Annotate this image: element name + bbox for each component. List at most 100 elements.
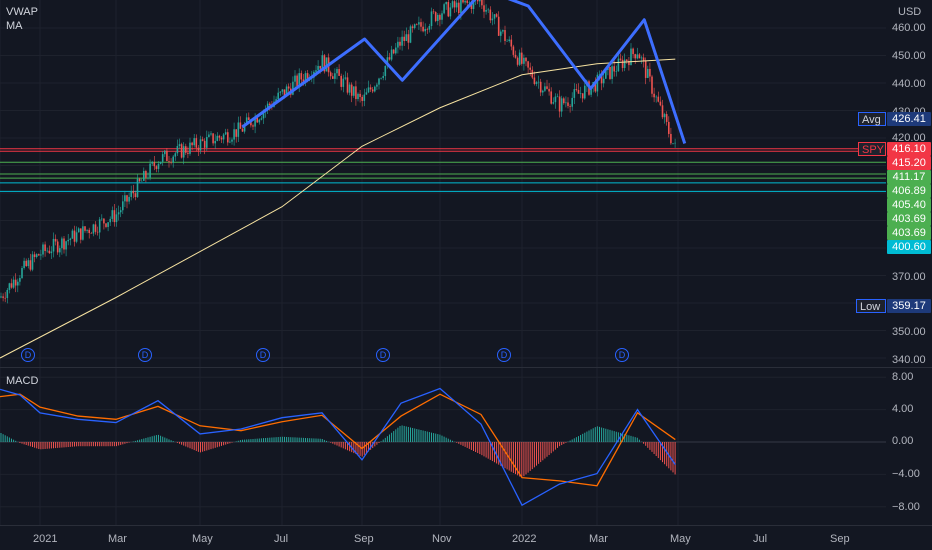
candle-body <box>426 29 429 30</box>
candle-body <box>304 73 307 82</box>
time-tick: Mar <box>589 533 608 545</box>
candle-body <box>659 101 662 106</box>
candle-body <box>451 1 454 8</box>
macd-tick: 4.00 <box>892 403 914 415</box>
candle-body <box>98 219 101 233</box>
candle-body <box>369 87 372 90</box>
pane-separator[interactable] <box>0 367 932 368</box>
price-chart-canvas[interactable] <box>0 0 886 368</box>
dividend-marker[interactable]: D <box>21 348 35 362</box>
candle-body <box>422 26 424 32</box>
candle-body <box>378 78 380 85</box>
candle-body <box>256 116 258 123</box>
candle-body <box>395 47 397 54</box>
macd-indicator-label[interactable]: MACD <box>6 375 39 387</box>
candle-body <box>302 79 305 82</box>
candle-body <box>464 0 466 3</box>
ma-indicator-label[interactable]: MA <box>6 20 23 32</box>
candle-body <box>229 141 231 143</box>
candle-body <box>668 121 670 134</box>
candle-body <box>468 2 471 4</box>
candle-body <box>2 296 4 298</box>
candle-body <box>182 146 185 158</box>
price-tick: 370.00 <box>892 271 926 283</box>
macd-axis[interactable] <box>886 368 932 525</box>
time-axis-separator <box>0 525 932 526</box>
candle-body <box>6 289 9 299</box>
candle-body <box>411 26 414 29</box>
candle-body <box>29 260 32 270</box>
candle-body <box>363 94 366 101</box>
candle-body <box>390 49 393 60</box>
candle-body <box>86 229 88 231</box>
candle-body <box>69 238 72 240</box>
candle-body <box>502 30 504 32</box>
candle-body <box>434 12 437 22</box>
macd-canvas[interactable] <box>0 368 886 525</box>
candle-body <box>189 142 191 154</box>
candle-body <box>275 99 277 102</box>
candle-body <box>380 77 382 79</box>
candle-body <box>227 132 229 143</box>
macd-tick: −8.00 <box>892 501 920 513</box>
candle-body <box>428 25 431 30</box>
candle-body <box>621 59 624 68</box>
candle-body <box>518 52 521 65</box>
candle-body <box>552 102 555 104</box>
candle-body <box>374 86 376 92</box>
candle-body <box>296 75 298 87</box>
candle-body <box>602 78 605 84</box>
candle-body <box>220 137 223 140</box>
candle-body <box>201 139 204 141</box>
candle-body <box>632 48 634 55</box>
price-chart-pane[interactable]: VWAP MA USD 460.00 450.00 440.00 430.00 … <box>0 0 932 368</box>
candle-body <box>584 85 586 99</box>
candle-body <box>269 103 271 106</box>
candle-body <box>159 161 162 164</box>
candle-body <box>46 250 48 252</box>
dividend-marker[interactable]: D <box>138 348 152 362</box>
candle-body <box>418 22 420 25</box>
candle-body <box>537 81 540 83</box>
candle-body <box>535 82 538 84</box>
candle-body <box>193 138 195 146</box>
candle-body <box>21 267 23 279</box>
candle-body <box>485 9 487 12</box>
level-badge: 405.40 <box>887 198 931 212</box>
candle-body <box>206 137 208 148</box>
vwap-indicator-label[interactable]: VWAP <box>6 6 38 18</box>
time-axis[interactable]: 2021 Mar May Jul Sep Nov 2022 Mar May Ju… <box>0 525 886 550</box>
dividend-marker[interactable]: D <box>497 348 511 362</box>
candle-body <box>27 260 30 267</box>
dividend-marker[interactable]: D <box>376 348 390 362</box>
candle-body <box>178 144 181 146</box>
candle-body <box>111 210 114 219</box>
candle-body <box>71 230 74 239</box>
candle-body <box>342 78 345 87</box>
candle-body <box>170 161 172 163</box>
candle-body <box>544 86 546 91</box>
candle-body <box>506 40 508 42</box>
candle-body <box>556 96 559 98</box>
candle-body <box>287 86 290 89</box>
candle-body <box>306 73 309 80</box>
candle-body <box>670 133 672 144</box>
dividend-marker[interactable]: D <box>256 348 270 362</box>
level-badge: 403.69 <box>887 226 931 240</box>
macd-pane[interactable]: MACD 8.00 4.00 0.00 −4.00 −8.00 <box>0 368 932 525</box>
candle-body <box>166 150 168 162</box>
candle-body <box>94 224 97 232</box>
candle-body <box>512 46 515 55</box>
candle-body <box>596 74 599 92</box>
candle-body <box>600 74 603 84</box>
candle-body <box>510 39 513 47</box>
candle-body <box>151 162 153 164</box>
candle-body <box>567 102 569 106</box>
candle-body <box>248 117 250 120</box>
candle-body <box>594 81 597 92</box>
dividend-marker[interactable]: D <box>615 348 629 362</box>
candle-body <box>439 14 441 20</box>
candle-body <box>8 283 11 290</box>
candle-body <box>527 61 529 68</box>
candle-body <box>495 14 498 17</box>
